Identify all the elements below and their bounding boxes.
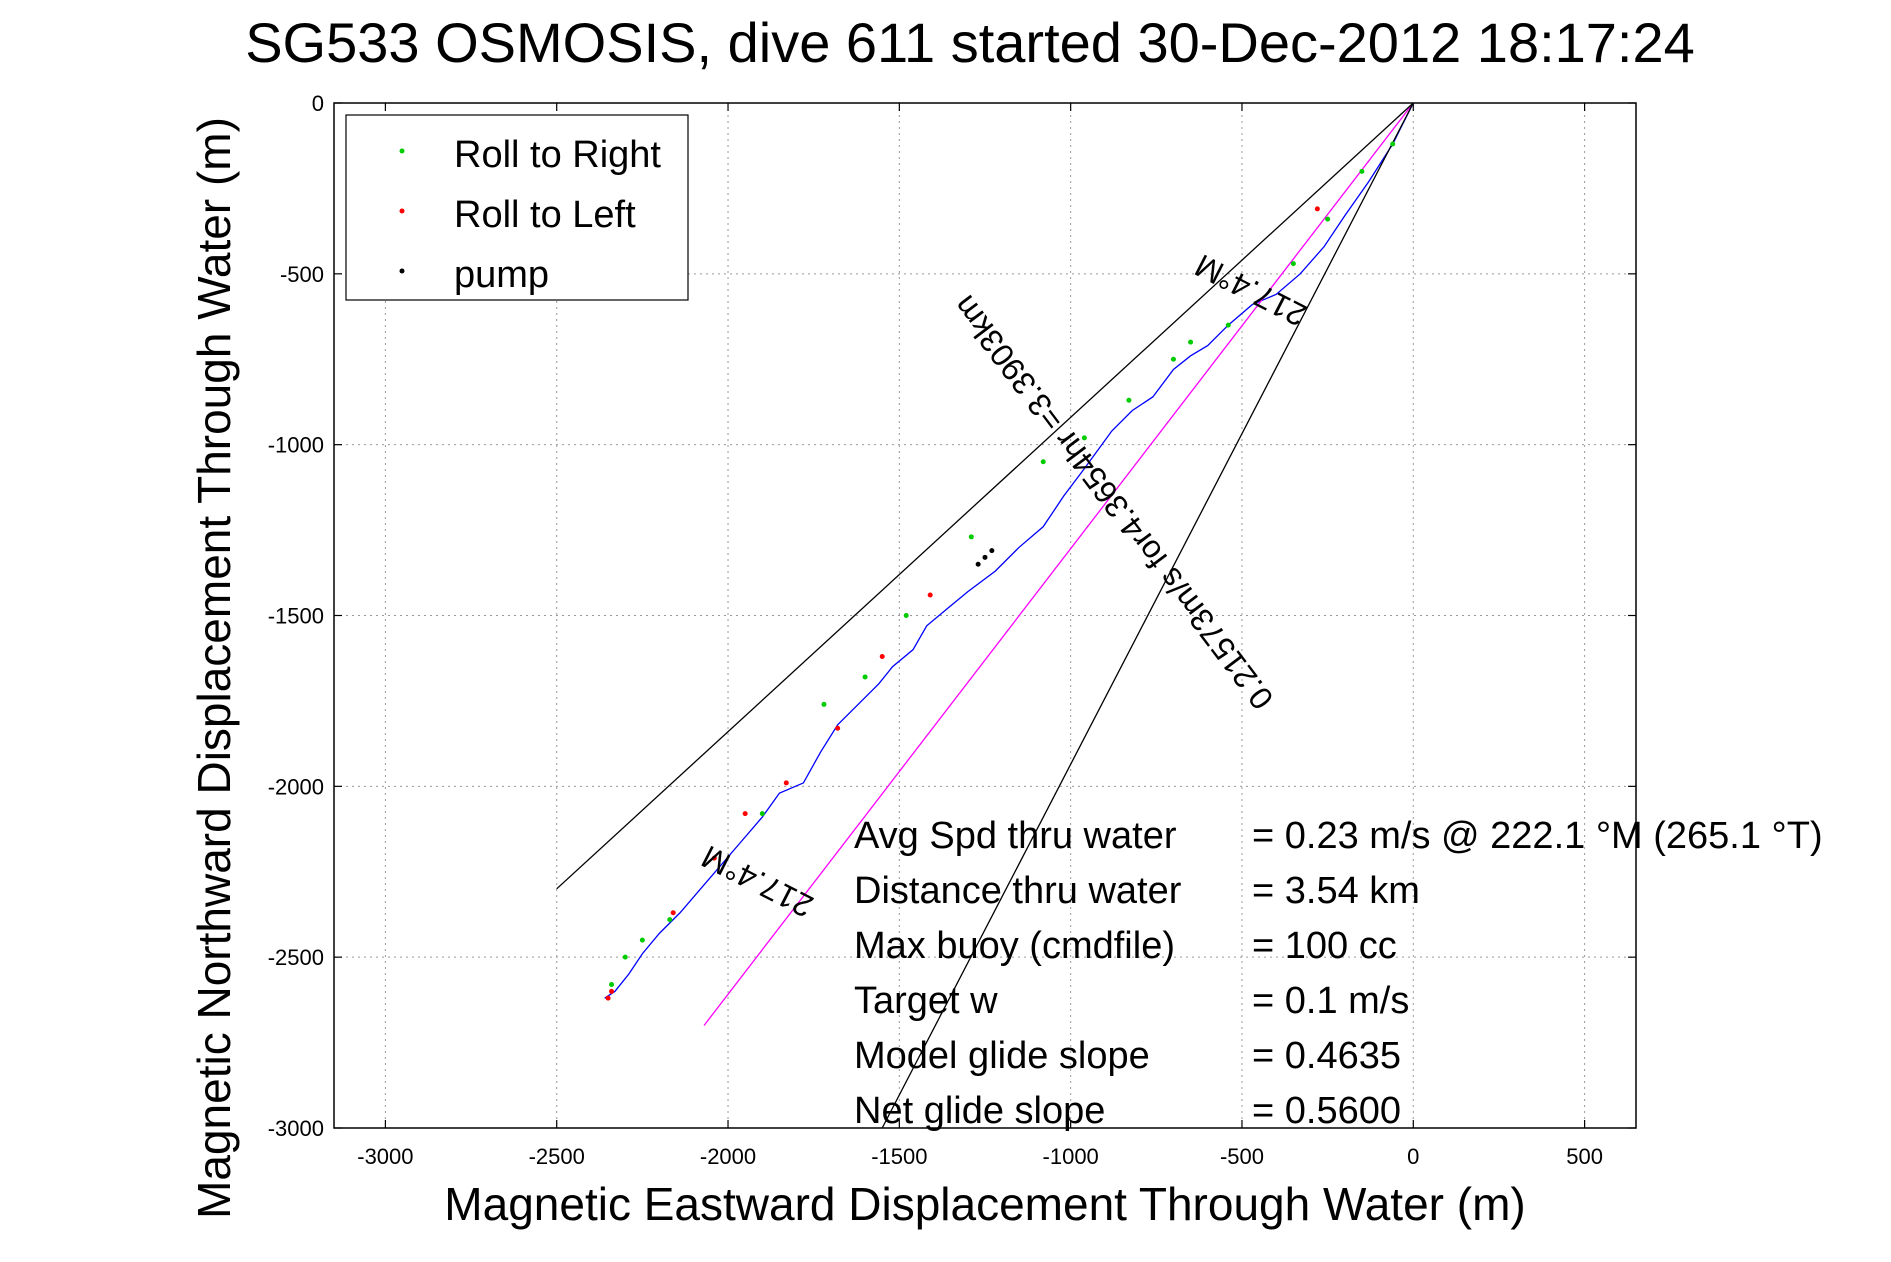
legend-marker <box>399 148 405 154</box>
series-markers <box>605 141 1396 1001</box>
y-tick-label: -500 <box>280 262 324 287</box>
legend-marker <box>399 208 405 214</box>
chart-title: SG533 OSMOSIS, dive 611 started 30-Dec-2… <box>245 11 1695 74</box>
stats-value: = 0.1 m/s <box>1252 980 1409 1022</box>
stats-label: Model glide slope <box>854 1035 1150 1077</box>
series-line-2 <box>556 102 1414 890</box>
y-tick-label: -2000 <box>268 774 324 799</box>
marker-roll-right <box>622 954 628 960</box>
marker-roll-right <box>759 811 765 817</box>
marker-roll-right <box>968 534 974 540</box>
marker-roll-left <box>835 725 841 731</box>
marker-roll-right <box>639 937 645 943</box>
legend-label: Roll to Left <box>454 194 636 236</box>
series-line-3 <box>881 102 1414 1129</box>
y-tick-label: -1000 <box>268 433 324 458</box>
marker-roll-right <box>1081 435 1087 441</box>
marker-roll-left <box>711 855 717 861</box>
x-tick-label: -2500 <box>529 1144 585 1169</box>
marker-roll-left <box>783 780 789 786</box>
stats-value: = 0.4635 <box>1252 1035 1401 1077</box>
stats-label: Avg Spd thru water <box>854 815 1177 857</box>
stats-value: = 3.54 km <box>1252 870 1420 912</box>
y-tick-label: -2500 <box>268 945 324 970</box>
marker-roll-right <box>1126 397 1132 403</box>
marker-roll-right <box>1359 168 1365 174</box>
stats-value: = 0.23 m/s @ 222.1 °M (265.1 °T) <box>1252 815 1823 857</box>
marker-roll-left <box>670 910 676 916</box>
stats-value: = 0.5600 <box>1252 1090 1401 1132</box>
x-axis-label: Magnetic Eastward Displacement Through W… <box>444 1178 1525 1230</box>
y-tick-label: -3000 <box>268 1116 324 1141</box>
marker-roll-right <box>1390 141 1396 147</box>
marker-roll-right <box>1225 322 1231 328</box>
marker-roll-right <box>1325 216 1331 222</box>
stats-block: Avg Spd thru water = 0.23 m/s @ 222.1 °M … <box>854 815 1823 1132</box>
marker-roll-left <box>605 995 611 1001</box>
x-tick-label: -2000 <box>700 1144 756 1169</box>
marker-roll-right <box>903 613 909 618</box>
marker-roll-left <box>609 988 615 994</box>
x-tick-label: -1000 <box>1043 1144 1099 1169</box>
y-axis-label: Magnetic Northward Displacement Through … <box>188 117 240 1219</box>
axis-ticks: -3000 -2500 -2000 -1500 -1000 -500 0 500 0 -500 -1… <box>268 91 1636 1169</box>
marker-roll-right <box>1188 339 1194 345</box>
legend-label: Roll to Right <box>454 134 661 176</box>
marker-roll-right <box>609 982 615 987</box>
marker-roll-right <box>1170 356 1176 362</box>
marker-roll-right <box>821 701 827 707</box>
stats-label: Distance thru water <box>854 870 1182 912</box>
x-tick-label: -1500 <box>871 1144 927 1169</box>
marker-roll-left <box>1314 206 1320 212</box>
series-line-1 <box>703 102 1414 1026</box>
stats-label: Net glide slope <box>854 1090 1105 1132</box>
marker-roll-left <box>879 654 885 659</box>
legend-marker <box>399 268 405 274</box>
marker-pump <box>982 554 988 560</box>
marker-pump <box>989 548 995 554</box>
legend: Roll to Right Roll to Left pump <box>345 114 689 301</box>
stats-label: Max buoy (cmdfile) <box>854 925 1175 967</box>
x-tick-label: -500 <box>1220 1144 1264 1169</box>
legend-label: pump <box>454 254 549 296</box>
marker-roll-right <box>862 674 868 680</box>
series-lines <box>556 102 1414 1129</box>
marker-roll-left <box>742 811 748 817</box>
marker-roll-right <box>667 917 673 923</box>
x-tick-label: 500 <box>1566 1144 1603 1169</box>
stats-label: Target w <box>854 980 998 1022</box>
y-tick-label: -1500 <box>268 604 324 629</box>
x-tick-label: 0 <box>1407 1144 1419 1169</box>
marker-roll-left <box>927 592 933 598</box>
marker-roll-right <box>1290 261 1296 267</box>
marker-pump <box>975 561 981 567</box>
marker-roll-right <box>1040 459 1046 465</box>
stats-value: = 100 cc <box>1252 925 1397 967</box>
x-tick-label: -3000 <box>357 1144 413 1169</box>
y-tick-label: 0 <box>312 91 324 116</box>
